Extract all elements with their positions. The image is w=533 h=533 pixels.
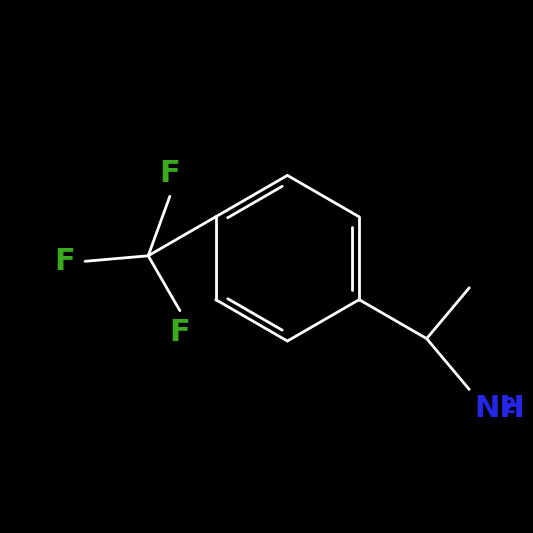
Text: NH: NH [474,394,525,423]
Text: F: F [54,247,75,276]
Text: 2: 2 [501,397,515,417]
Text: F: F [159,159,180,189]
Text: F: F [169,318,190,348]
